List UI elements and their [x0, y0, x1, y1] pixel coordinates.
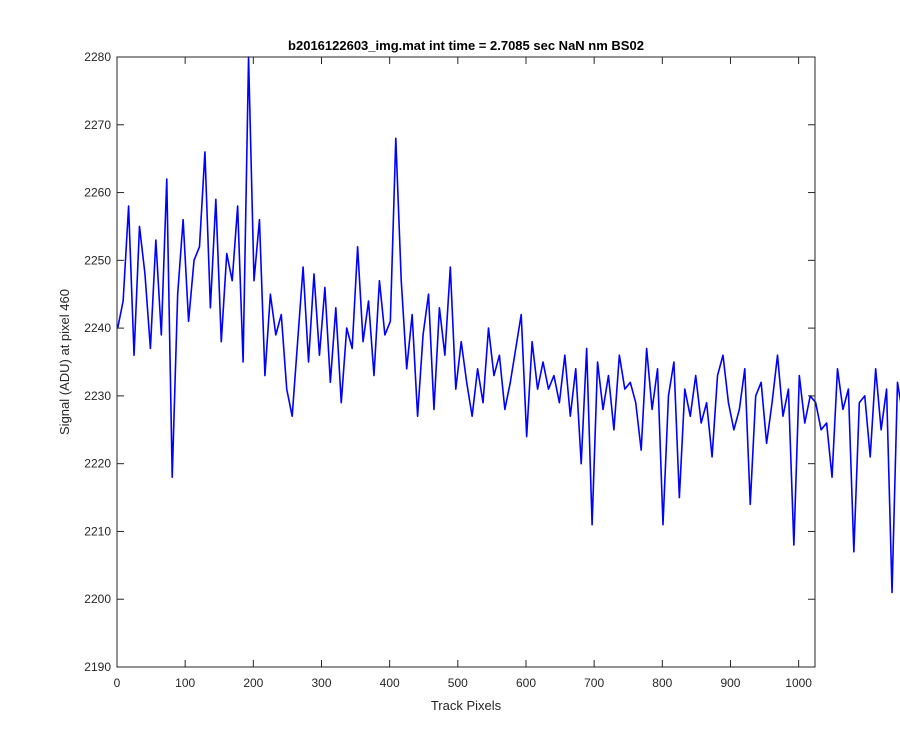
- x-tick-label: 900: [720, 676, 740, 690]
- x-tick-label: 300: [311, 676, 331, 690]
- x-axis-ticks: 0 100 200 300 400 500 600 700 800 900 1000: [114, 57, 812, 690]
- y-tick-label: 2280: [84, 50, 111, 64]
- series-group: [116, 56, 900, 594]
- y-tick-label: 2230: [84, 389, 111, 403]
- x-axis-label: Track Pixels: [431, 698, 502, 713]
- y-axis-label: Signal (ADU) at pixel 460: [57, 289, 72, 435]
- axes-box: [116, 56, 816, 668]
- x-tick-label: 100: [175, 676, 195, 690]
- x-tick-label: 600: [516, 676, 536, 690]
- x-tick-label: 1000: [785, 676, 812, 690]
- y-tick-label: 2220: [84, 457, 111, 471]
- y-tick-label: 2240: [84, 321, 111, 335]
- y-tick-label: 2200: [84, 592, 111, 606]
- y-tick-label: 2250: [84, 253, 111, 267]
- x-tick-label: 200: [243, 676, 263, 690]
- y-tick-label: 2260: [84, 186, 111, 200]
- y-axis-ticks: 2190 2200 2210 2220 2230 2240 2250 2260 2270 2280: [84, 50, 815, 674]
- y-tick-label: 2190: [84, 660, 111, 674]
- series-line-0: [116, 56, 900, 594]
- x-tick-label: 700: [584, 676, 604, 690]
- y-tick-label: 2210: [84, 524, 111, 538]
- x-tick-label: 800: [652, 676, 672, 690]
- x-tick-label: 400: [380, 676, 400, 690]
- plot-area: [117, 57, 815, 667]
- x-tick-label: 0: [114, 676, 121, 690]
- y-tick-label: 2270: [84, 118, 111, 132]
- chart-title: b2016122603_img.mat int time = 2.7085 se…: [288, 38, 644, 53]
- x-tick-label: 500: [448, 676, 468, 690]
